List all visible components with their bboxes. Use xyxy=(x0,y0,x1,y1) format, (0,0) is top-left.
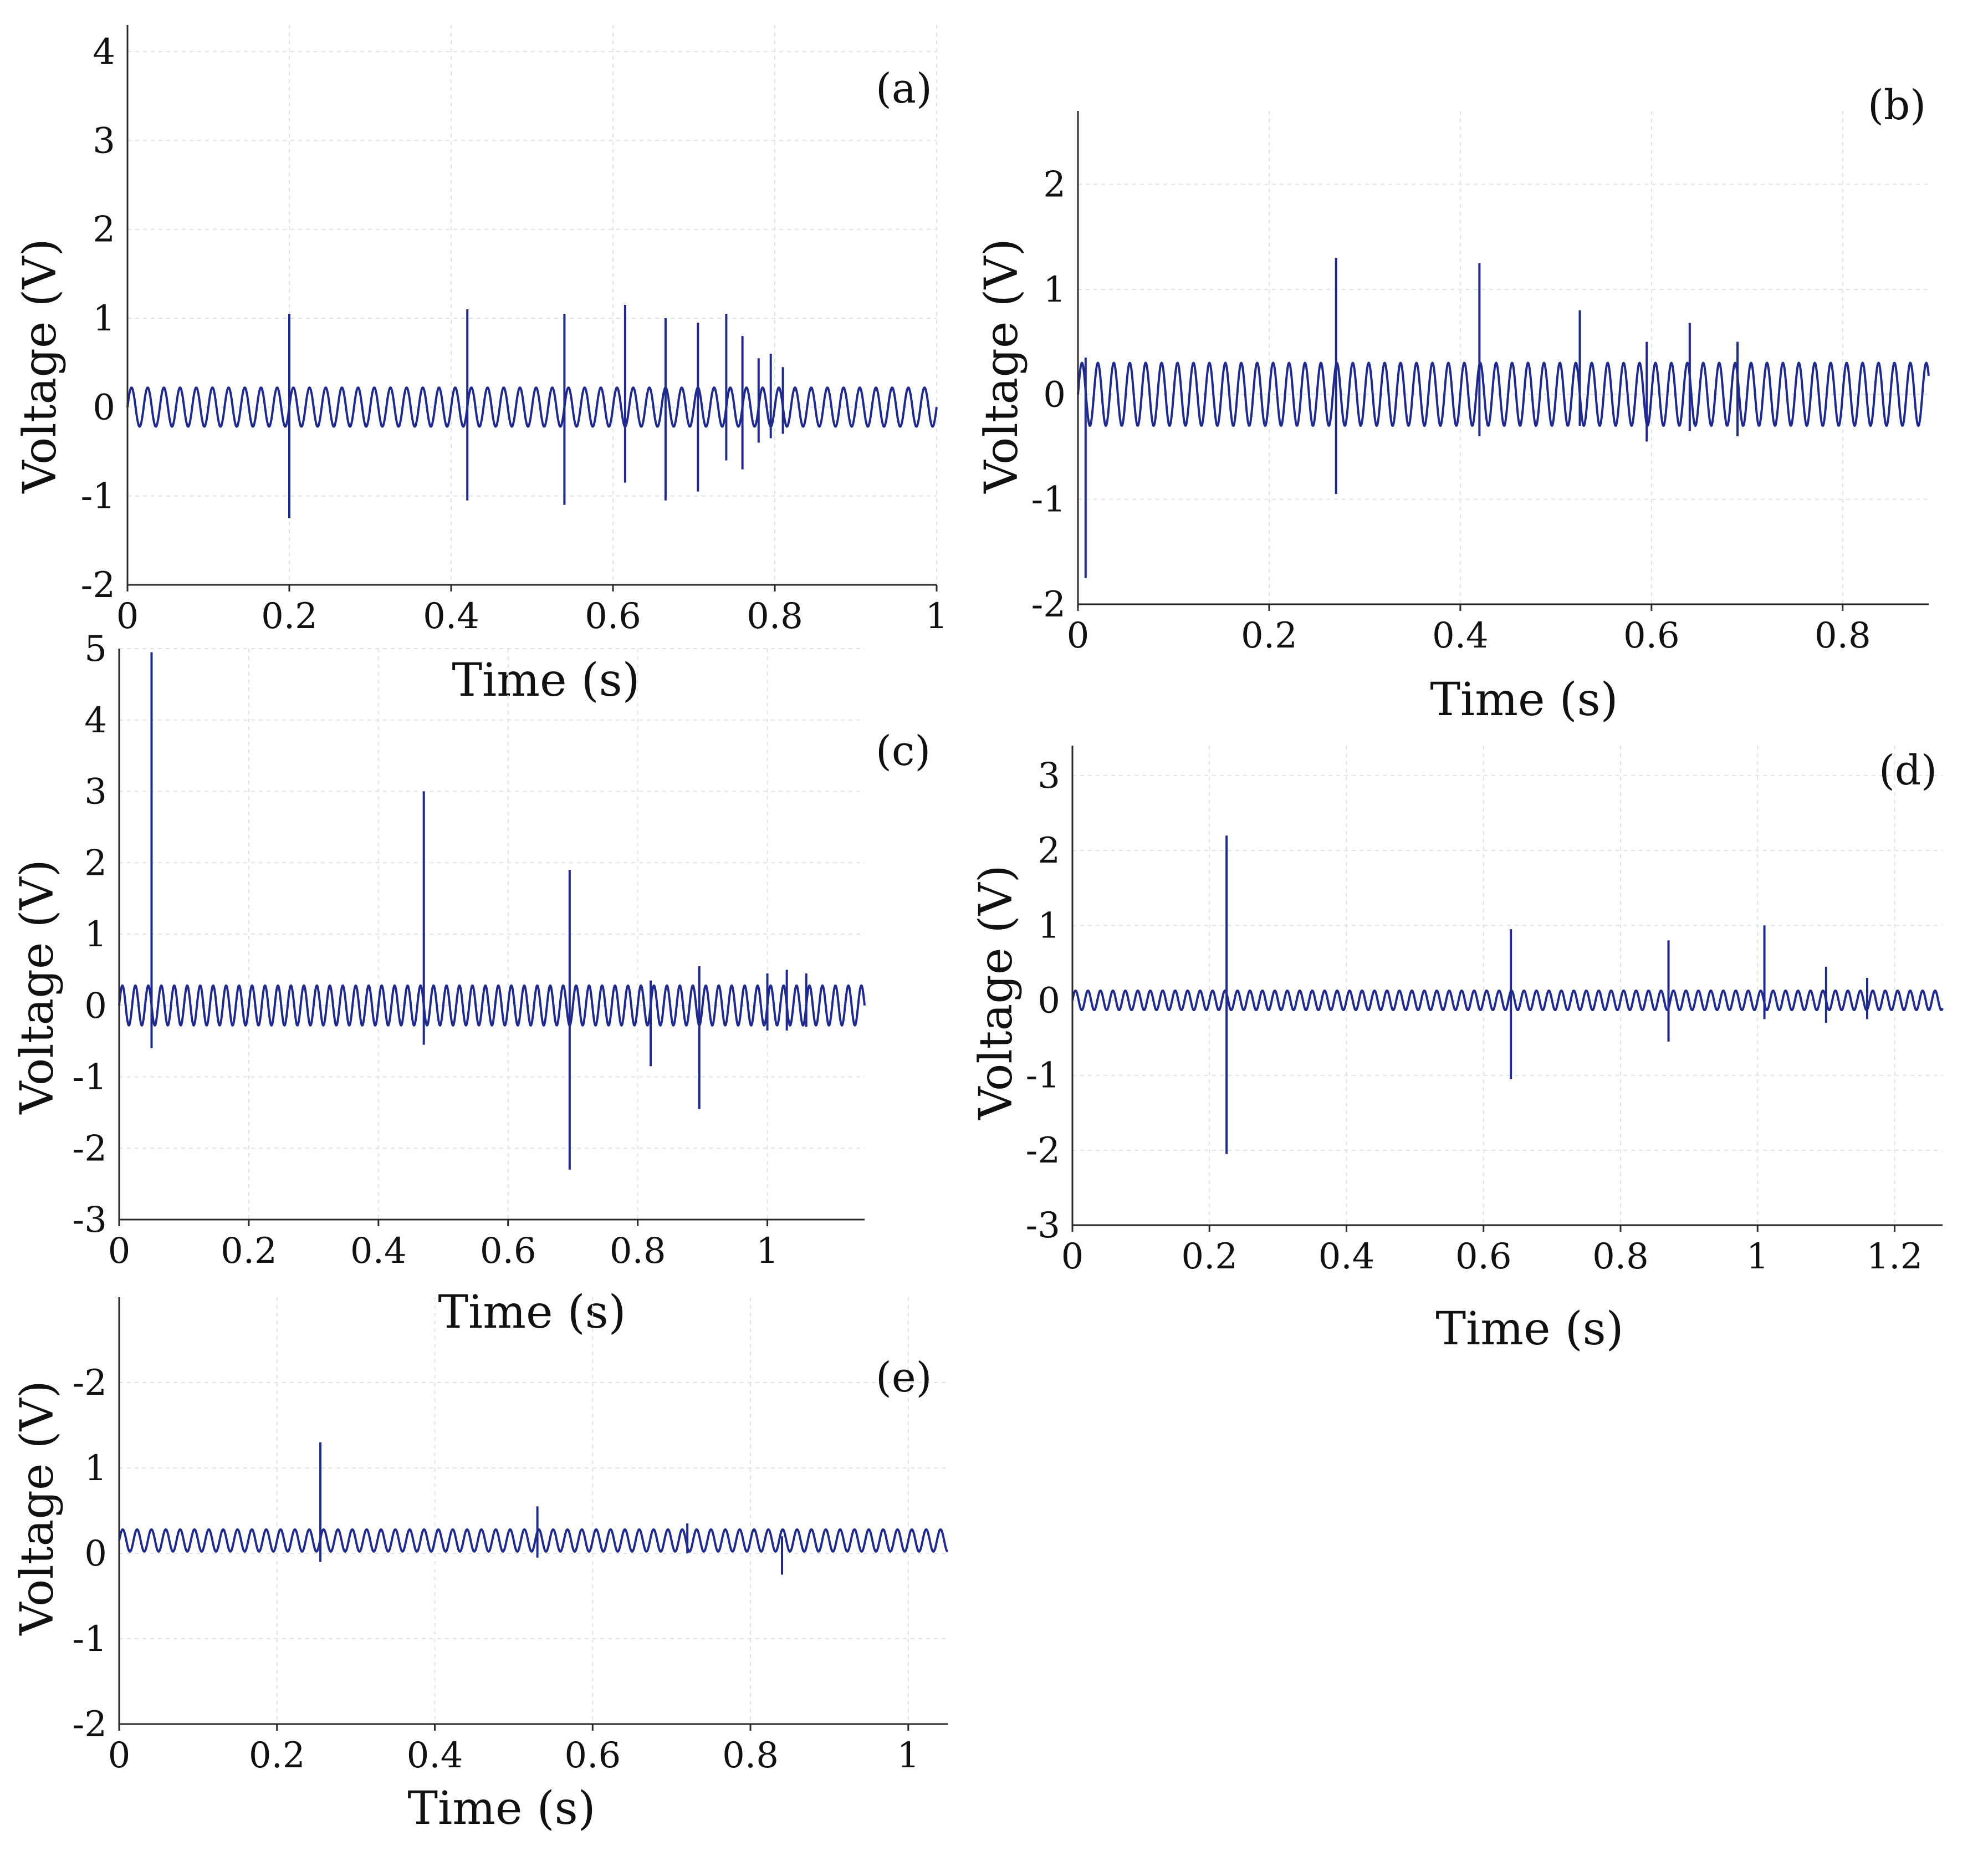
y-tick-label: 0 xyxy=(1038,981,1060,1022)
x-tick-label: 0.4 xyxy=(407,1735,463,1776)
y-axis-title: Voltage (V) xyxy=(975,238,1028,493)
x-tick-label: 1.2 xyxy=(1867,1236,1923,1277)
x-tick-label: 0.2 xyxy=(1241,615,1297,656)
panel-b: 0 0.2 0.4 0.6 0.8 -2 -1 0 1 2 Time (s) Voltage (V) (… xyxy=(975,81,1930,726)
x-tick-label: 0.2 xyxy=(249,1735,305,1776)
signal-trace xyxy=(1077,361,1930,427)
y-tick-label: -3 xyxy=(1026,1205,1060,1246)
panel-label: (e) xyxy=(876,1354,932,1401)
x-axis-title: Time (s) xyxy=(407,1782,595,1835)
y-tick-label: 0 xyxy=(1043,374,1066,415)
y-tick-label: 3 xyxy=(84,772,107,813)
y-axis-title: Voltage (V) xyxy=(11,859,64,1114)
x-tick-label: 0.6 xyxy=(564,1735,621,1776)
panel-c: 0 0.2 0.4 0.6 0.8 1 -3 -2 -1 0 1 2 3 4 5 Time (s) Voltag… xyxy=(11,629,931,1339)
x-tick-label: 0.2 xyxy=(1181,1236,1238,1277)
x-tick-label: 0.2 xyxy=(261,596,318,637)
y-tick-label: 0 xyxy=(84,1533,107,1574)
x-tick-label: 1 xyxy=(1746,1236,1769,1277)
x-tick-label: 0.6 xyxy=(480,1231,536,1272)
y-tick-label: -1 xyxy=(1026,1055,1060,1097)
x-tick-label: 0.8 xyxy=(1815,615,1871,656)
x-tick-label: 0.8 xyxy=(610,1231,666,1272)
x-tick-label: 1 xyxy=(926,596,948,637)
y-axis-title: Voltage (V) xyxy=(970,865,1023,1120)
y-tick-label: 1 xyxy=(1038,905,1060,946)
y-tick-label: -2 xyxy=(73,1704,107,1745)
y-tick-label: 2 xyxy=(1043,165,1066,206)
panel-label: (d) xyxy=(1879,747,1937,794)
panel-a: 0 0.2 0.4 0.6 0.8 1 -2 -1 0 1 2 3 4 Time (s) Voltage (… xyxy=(14,25,948,707)
y-tick-label: -3 xyxy=(73,1200,107,1241)
signal-trace xyxy=(1071,990,1944,1012)
x-tick-label: 0.4 xyxy=(1318,1236,1375,1277)
y-tick-label: 2 xyxy=(84,843,107,884)
x-tick-label: 0 xyxy=(116,596,139,637)
y-tick-label: -2 xyxy=(73,1128,107,1169)
x-tick-label: 0.6 xyxy=(1455,1236,1512,1277)
y-tick-label: 1 xyxy=(84,914,107,955)
y-tick-label: -2 xyxy=(1026,1130,1060,1171)
x-tick-label: 0 xyxy=(1061,1236,1084,1277)
y-axis-title: Voltage (V) xyxy=(11,1380,64,1635)
signal-trace xyxy=(118,984,866,1027)
x-tick-label: 0.8 xyxy=(747,596,803,637)
y-tick-label: -1 xyxy=(73,1619,107,1660)
x-tick-label: 0.4 xyxy=(423,596,479,637)
y-tick-label: 1 xyxy=(93,298,115,339)
x-tick-label: 0 xyxy=(108,1735,131,1776)
panel-label: (a) xyxy=(876,65,932,113)
y-tick-label: -1 xyxy=(73,1057,107,1098)
y-tick-label: 1 xyxy=(84,1448,107,1489)
signal-trace xyxy=(118,1528,949,1553)
y-tick-label: 0 xyxy=(84,986,107,1027)
x-tick-label: 0.6 xyxy=(1623,615,1680,656)
y-tick-label: 3 xyxy=(93,120,115,161)
panel-d: 0 0.2 0.4 0.6 0.8 1 1.2 -3 -2 -1 0 1 2 3 Time (s) Volta… xyxy=(970,746,1944,1355)
x-axis-title: Time (s) xyxy=(1435,1303,1623,1355)
y-tick-label: 4 xyxy=(84,700,107,741)
y-tick-label: 5 xyxy=(84,629,107,670)
x-tick-label: 0.6 xyxy=(585,596,641,637)
y-axis-title: Voltage (V) xyxy=(14,238,67,493)
panel-label: (b) xyxy=(1868,81,1926,129)
x-axis-title: Time (s) xyxy=(1430,674,1618,726)
y-tick-label: -2 xyxy=(73,1363,107,1404)
y-tick-label: -1 xyxy=(81,476,115,517)
x-axis-title: Time (s) xyxy=(452,654,640,707)
y-tick-label: 2 xyxy=(1038,830,1060,871)
y-tick-label: 4 xyxy=(93,32,115,73)
panel-e: 0 0.2 0.4 0.6 0.8 1 -2 -1 0 1 -2 Time (s) Voltage (V… xyxy=(11,1297,949,1835)
y-tick-label: -2 xyxy=(81,565,115,606)
x-tick-label: 0.4 xyxy=(1432,615,1489,656)
y-tick-label: -1 xyxy=(1031,480,1066,521)
x-tick-label: 1 xyxy=(756,1231,779,1272)
y-tick-label: 2 xyxy=(93,210,115,251)
x-tick-label: 0.2 xyxy=(221,1231,277,1272)
x-tick-label: 0 xyxy=(108,1231,131,1272)
y-tick-label: -2 xyxy=(1031,584,1066,625)
x-tick-label: 0 xyxy=(1067,615,1090,656)
x-tick-label: 1 xyxy=(897,1735,919,1776)
x-tick-label: 0.8 xyxy=(1592,1236,1649,1277)
y-tick-label: 3 xyxy=(1038,756,1060,797)
panel-label: (c) xyxy=(876,727,931,775)
x-axis-title: Time (s) xyxy=(438,1286,626,1339)
x-tick-label: 0.8 xyxy=(722,1735,779,1776)
x-tick-label: 0.4 xyxy=(350,1231,407,1272)
y-tick-label: 1 xyxy=(1043,269,1066,310)
signal-trace xyxy=(126,386,938,428)
y-tick-label: 0 xyxy=(93,387,115,428)
